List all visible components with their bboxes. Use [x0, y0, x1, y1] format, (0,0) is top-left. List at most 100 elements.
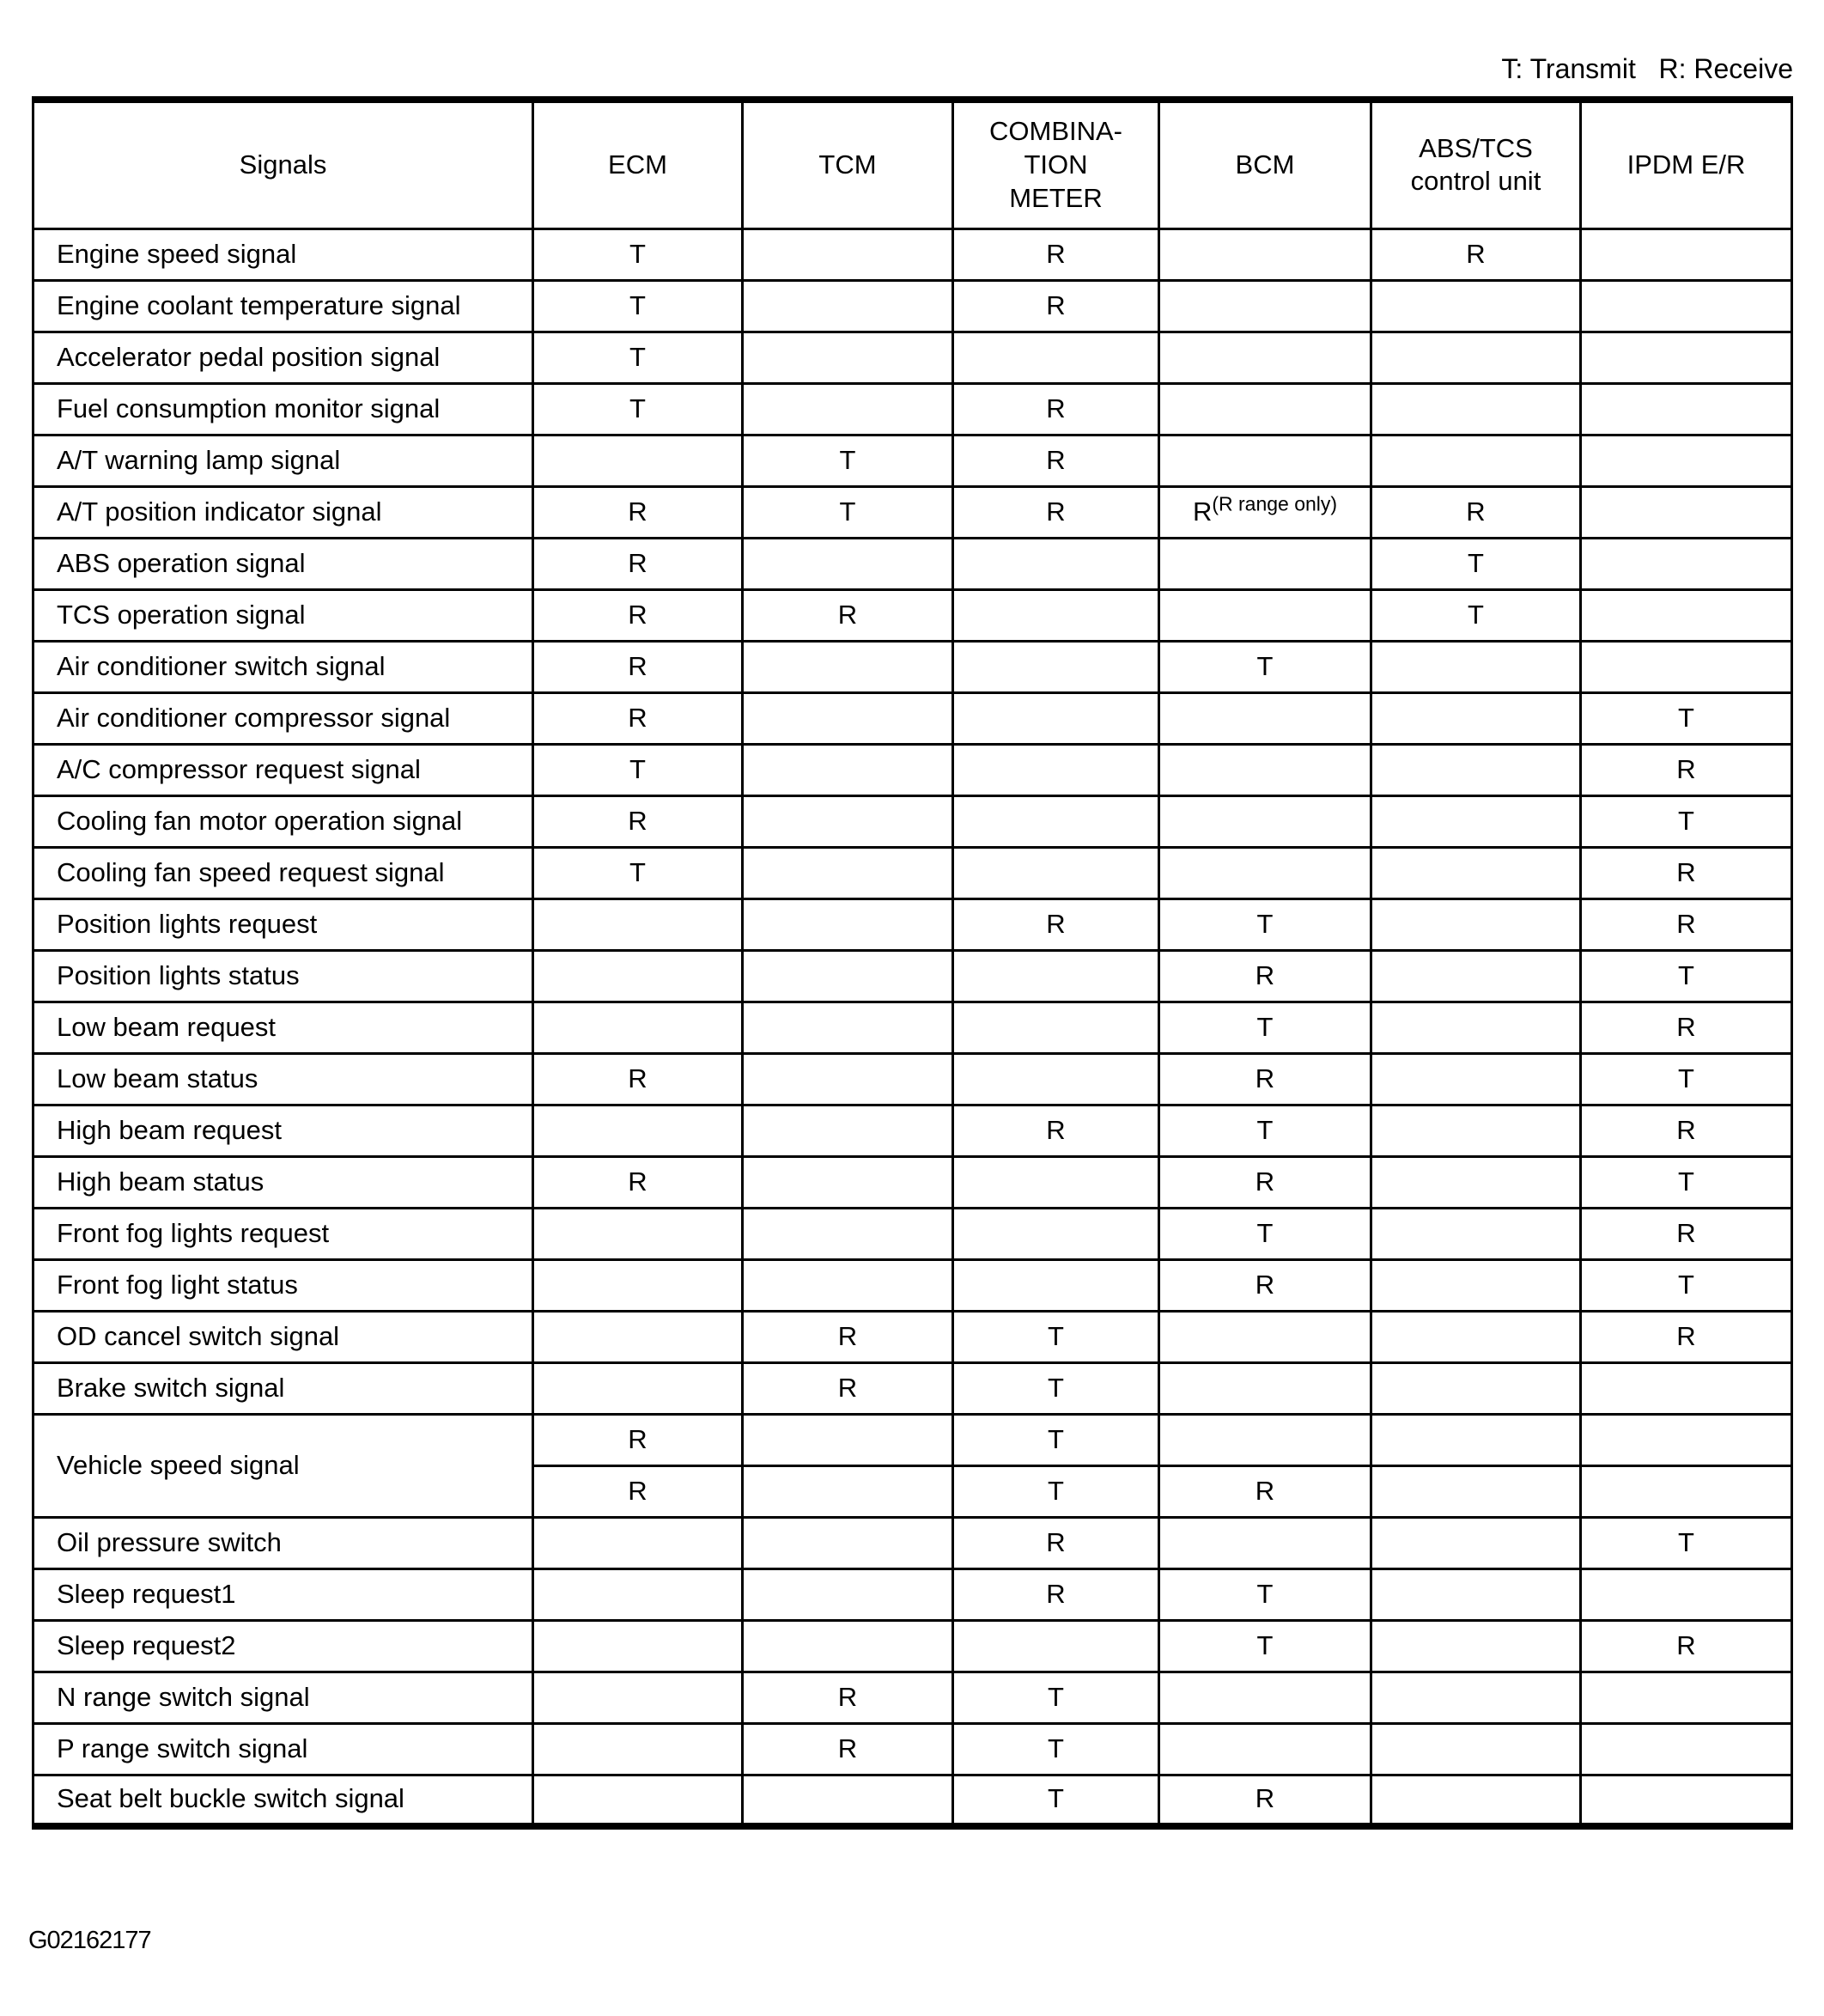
table-row: P range switch signal R T	[32, 1721, 1793, 1776]
table-row: Cooling fan motor operation signal R T	[32, 794, 1793, 849]
value-cell-ipdm-er	[1579, 1670, 1793, 1725]
signal-name-cell: Low beam status	[32, 1051, 534, 1106]
value-cell-bcm	[1158, 381, 1372, 436]
value-cell-bcm: T	[1158, 1000, 1372, 1055]
table-row: Front fog lights request T R	[32, 1206, 1793, 1261]
value-cell-combination-meter: T	[952, 1361, 1160, 1416]
value-cell-ipdm-er	[1579, 1412, 1793, 1467]
value-cell-combination-meter	[952, 845, 1160, 900]
value-cell-bcm: R	[1158, 948, 1372, 1003]
value-cell-ecm	[532, 1721, 744, 1776]
value-cell-combination-meter: R	[952, 484, 1160, 539]
table-row: Brake switch signal R T	[32, 1361, 1793, 1416]
value-cell-ipdm-er: T	[1579, 1515, 1793, 1570]
value-cell-ipdm-er	[1579, 1464, 1793, 1519]
value-cell-bcm	[1158, 742, 1372, 797]
value-cell-ecm: R	[532, 1154, 744, 1209]
value-cell-abs-tcs-control-unit	[1370, 639, 1582, 694]
value-cell-tcm	[741, 639, 954, 694]
table-row: Sleep request1 R T	[32, 1567, 1793, 1622]
value-cell-abs-tcs-control-unit	[1370, 742, 1582, 797]
value-cell-bcm: R	[1158, 1051, 1372, 1106]
value-cell-tcm	[741, 845, 954, 900]
value-cell-ecm	[532, 1309, 744, 1364]
can-communication-signal-table: Signals ECM TCM COMBINA- TION METER BCM ABS/TCS…	[32, 96, 1793, 1830]
value-cell-ipdm-er: R	[1579, 1618, 1793, 1673]
value-cell-ecm	[532, 1567, 744, 1622]
value-cell-combination-meter: T	[952, 1412, 1160, 1467]
figure-code: G02162177	[28, 1927, 152, 1954]
value-cell-bcm	[1158, 1670, 1372, 1725]
value-cell-ipdm-er: R	[1579, 1206, 1793, 1261]
value-cell-combination-meter	[952, 639, 1160, 694]
signal-name-cell: Cooling fan speed request signal	[32, 845, 534, 900]
value-cell-bcm: T	[1158, 639, 1372, 694]
value-cell-superscript-note: (R range only)	[1212, 492, 1338, 515]
signal-name-cell: Position lights status	[32, 948, 534, 1003]
table-row: A/C compressor request signal T R	[32, 742, 1793, 797]
value-cell-abs-tcs-control-unit	[1370, 1412, 1582, 1467]
value-cell-ipdm-er: R	[1579, 1000, 1793, 1055]
value-cell-abs-tcs-control-unit: T	[1370, 588, 1582, 643]
signal-name-cell: ABS operation signal	[32, 536, 534, 591]
value-cell-bcm	[1158, 536, 1372, 591]
value-cell-ipdm-er	[1579, 381, 1793, 436]
value-cell-ipdm-er: R	[1579, 845, 1793, 900]
signal-name-cell: Sleep request2	[32, 1618, 534, 1673]
value-cell-combination-meter	[952, 536, 1160, 591]
value-cell-bcm	[1158, 588, 1372, 643]
signal-name-cell: OD cancel switch signal	[32, 1309, 534, 1364]
value-cell-abs-tcs-control-unit	[1370, 1721, 1582, 1776]
value-cell-combination-meter: R	[952, 897, 1160, 952]
value-cell-tcm	[741, 1773, 954, 1828]
table-row: Air conditioner switch signal R T	[32, 639, 1793, 694]
value-cell-combination-meter	[952, 330, 1160, 385]
value-cell-ipdm-er: T	[1579, 1051, 1793, 1106]
value-cell-bcm: T	[1158, 1567, 1372, 1622]
signal-name-cell: P range switch signal	[32, 1721, 534, 1776]
value-cell-bcm	[1158, 278, 1372, 333]
value-cell-bcm	[1158, 1412, 1372, 1467]
value-cell-combination-meter: T	[952, 1464, 1160, 1519]
value-cell-ecm	[532, 1000, 744, 1055]
value-cell-ecm: R	[532, 484, 744, 539]
value-cell-ecm: T	[532, 742, 744, 797]
value-cell-combination-meter	[952, 948, 1160, 1003]
value-cell-combination-meter: R	[952, 381, 1160, 436]
signal-name-cell: Engine speed signal	[32, 227, 534, 282]
value-cell-bcm	[1158, 691, 1372, 746]
value-cell-abs-tcs-control-unit: T	[1370, 536, 1582, 591]
value-cell-abs-tcs-control-unit: R	[1370, 227, 1582, 282]
value-cell-combination-meter: R	[952, 227, 1160, 282]
value-cell-tcm: T	[741, 484, 954, 539]
table-row: Engine coolant temperature signal T R	[32, 278, 1793, 333]
column-header-combination-meter: COMBINA- TION METER	[952, 98, 1160, 230]
value-cell-tcm: T	[741, 433, 954, 488]
value-cell-ipdm-er	[1579, 433, 1793, 488]
value-cell-ecm: R	[532, 794, 744, 849]
value-cell-abs-tcs-control-unit	[1370, 1361, 1582, 1416]
value-cell-tcm	[741, 227, 954, 282]
value-cell-ecm: T	[532, 381, 744, 436]
value-cell-abs-tcs-control-unit	[1370, 1051, 1582, 1106]
value-cell-abs-tcs-control-unit	[1370, 1773, 1582, 1828]
value-cell-ipdm-er: R	[1579, 742, 1793, 797]
signal-name-cell: Accelerator pedal position signal	[32, 330, 534, 385]
value-cell-combination-meter	[952, 1154, 1160, 1209]
table-body: Engine speed signal T R R Engine coolant tem…	[32, 227, 1793, 1828]
table-row: OD cancel switch signal R T R	[32, 1309, 1793, 1364]
table-row: Air conditioner compressor signal R T	[32, 691, 1793, 746]
value-cell-ipdm-er	[1579, 1567, 1793, 1622]
value-cell-ecm	[532, 948, 744, 1003]
value-cell-abs-tcs-control-unit	[1370, 1258, 1582, 1313]
value-cell-combination-meter	[952, 588, 1160, 643]
value-cell-ecm	[532, 1670, 744, 1725]
signal-name-cell: Air conditioner compressor signal	[32, 691, 534, 746]
value-cell-ecm: R	[532, 691, 744, 746]
table-row: Position lights request R T R	[32, 897, 1793, 952]
signal-name-cell: Front fog light status	[32, 1258, 534, 1313]
table-row: Low beam request T R	[32, 1000, 1793, 1055]
value-cell-bcm: R	[1158, 1773, 1372, 1828]
column-header-abs-tcs-control-unit: ABS/TCS control unit	[1370, 98, 1582, 230]
